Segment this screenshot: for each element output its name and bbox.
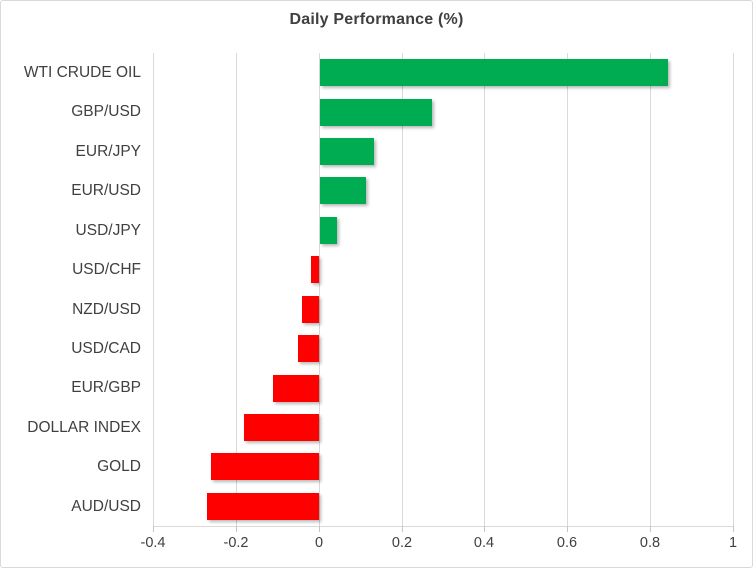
tick-mark--0.2 (236, 526, 237, 532)
gridline-0.6 (567, 53, 568, 526)
gridline-0.2 (402, 53, 403, 526)
category-label-usd-chf: USD/CHF (72, 261, 141, 278)
category-label-eur-gbp: EUR/GBP (71, 379, 141, 396)
bar-dollar-index (244, 414, 319, 441)
bar-gold (211, 453, 319, 480)
plot-area (153, 53, 734, 526)
gridline--0.2 (236, 53, 237, 526)
bar-eur-gbp (273, 375, 319, 402)
x-tick-label-1: 1 (728, 535, 738, 551)
gridline-0.8 (650, 53, 651, 526)
bar-eur-jpy (320, 138, 374, 165)
chart-title: Daily Performance (%) (289, 11, 464, 28)
bar-wti-crude-oil (320, 59, 668, 86)
category-label-gold: GOLD (97, 458, 141, 475)
x-tick-label-0.6: 0.6 (556, 535, 578, 551)
bar-usd-jpy (320, 217, 337, 244)
tick-mark-0.4 (484, 526, 485, 532)
tick-mark--0.4 (153, 526, 154, 532)
x-tick-label--0.4: -0.4 (140, 535, 166, 551)
category-label-dollar-index: DOLLAR INDEX (27, 419, 141, 436)
bar-nzd-usd (302, 296, 319, 323)
bar-usd-chf (311, 256, 319, 283)
tick-mark-0 (319, 526, 320, 532)
x-tick-label--0.2: -0.2 (223, 535, 249, 551)
category-label-eur-jpy: EUR/JPY (75, 143, 141, 160)
gridline-0.4 (484, 53, 485, 526)
category-label-usd-cad: USD/CAD (71, 340, 141, 357)
tick-mark-0.8 (650, 526, 651, 532)
category-axis-labels: WTI CRUDE OIL GBP/USD EUR/JPY EUR/USD USD/JP… (1, 53, 141, 526)
category-label-eur-usd: EUR/USD (71, 182, 141, 199)
category-label-wti-crude-oil: WTI CRUDE OIL (23, 64, 141, 81)
tick-mark-0.2 (402, 526, 403, 532)
bar-gbp-usd (320, 99, 432, 126)
bar-eur-usd (320, 177, 366, 204)
bar-usd-cad (298, 335, 319, 362)
category-label-gbp-usd: GBP/USD (71, 103, 141, 120)
gridline-0 (319, 53, 320, 526)
category-label-nzd-usd: NZD/USD (72, 301, 141, 318)
category-label-usd-jpy: USD/JPY (75, 222, 141, 239)
tick-mark-0.6 (567, 526, 568, 532)
x-axis-line (153, 526, 733, 527)
gridline--0.4 (153, 53, 154, 526)
x-tick-label-0.8: 0.8 (639, 535, 661, 551)
x-tick-label-0.2: 0.2 (391, 535, 413, 551)
x-tick-label-0: 0 (314, 535, 324, 551)
gridline-1 (733, 53, 734, 526)
x-tick-label-0.4: 0.4 (473, 535, 495, 551)
category-label-aud-usd: AUD/USD (71, 498, 141, 515)
tick-mark-1 (733, 526, 734, 532)
bar-aud-usd (207, 493, 319, 520)
value-axis-labels: -0.4 -0.2 0 0.2 0.4 0.6 0.8 1 (1, 535, 752, 557)
